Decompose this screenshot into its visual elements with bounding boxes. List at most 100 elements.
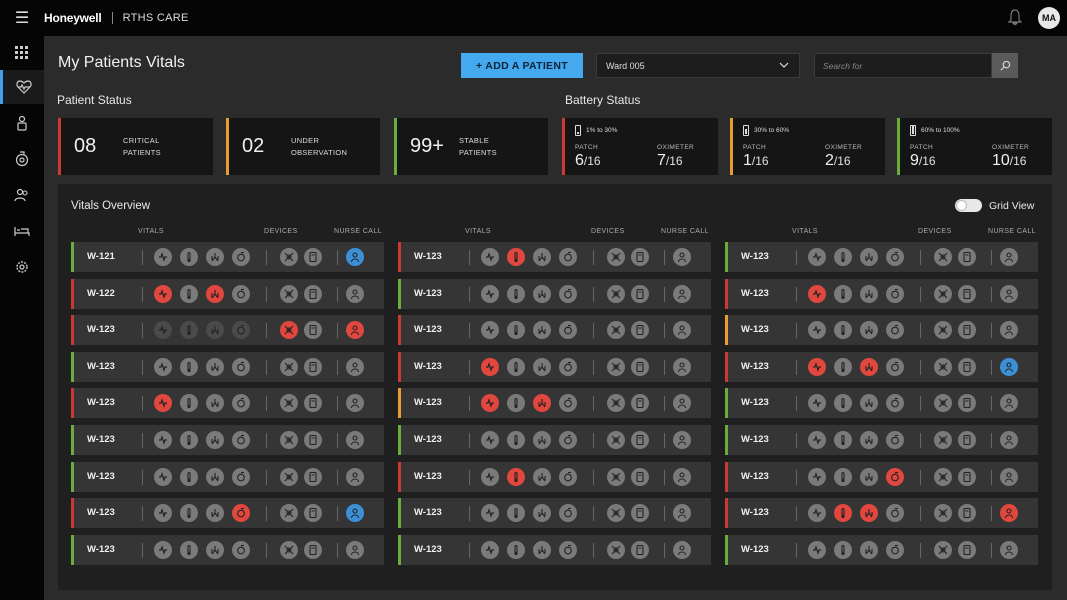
patient-row[interactable]: W-123: [725, 242, 1038, 272]
thermometer-icon[interactable]: [507, 431, 525, 449]
thermometer-icon[interactable]: [180, 431, 198, 449]
nurse-call-icon[interactable]: [346, 358, 364, 376]
patient-row[interactable]: W-123: [71, 462, 384, 492]
blood-pressure-icon[interactable]: [232, 541, 250, 559]
patient-row[interactable]: W-123: [725, 352, 1038, 382]
heart-rate-icon[interactable]: [154, 321, 172, 339]
patch-device-icon[interactable]: [607, 468, 625, 486]
patch-device-icon[interactable]: [934, 358, 952, 376]
oximeter-device-icon[interactable]: [631, 394, 649, 412]
nurse-call-icon[interactable]: [673, 285, 691, 303]
patch-device-icon[interactable]: [934, 504, 952, 522]
ward-select[interactable]: Ward 005: [596, 53, 800, 78]
nurse-call-icon[interactable]: [346, 248, 364, 266]
oximeter-device-icon[interactable]: [958, 285, 976, 303]
blood-pressure-icon[interactable]: [886, 431, 904, 449]
add-patient-button[interactable]: + ADD A PATIENT: [461, 53, 583, 78]
thermometer-icon[interactable]: [834, 358, 852, 376]
heart-rate-icon[interactable]: [808, 541, 826, 559]
heart-rate-icon[interactable]: [808, 431, 826, 449]
nurse-call-icon[interactable]: [346, 394, 364, 412]
heart-rate-icon[interactable]: [154, 248, 172, 266]
thermometer-icon[interactable]: [834, 468, 852, 486]
bell-icon[interactable]: [1007, 9, 1023, 26]
grid-view-toggle[interactable]: [955, 199, 982, 212]
patch-device-icon[interactable]: [607, 504, 625, 522]
patient-row[interactable]: W-123: [725, 315, 1038, 345]
lungs-icon[interactable]: [860, 321, 878, 339]
blood-pressure-icon[interactable]: [886, 248, 904, 266]
lungs-icon[interactable]: [860, 248, 878, 266]
patch-device-icon[interactable]: [934, 541, 952, 559]
patch-device-icon[interactable]: [934, 468, 952, 486]
blood-pressure-icon[interactable]: [886, 504, 904, 522]
thermometer-icon[interactable]: [180, 468, 198, 486]
patient-row[interactable]: W-122: [71, 279, 384, 309]
nurse-call-icon[interactable]: [673, 248, 691, 266]
heart-rate-icon[interactable]: [154, 541, 172, 559]
heart-rate-icon[interactable]: [481, 285, 499, 303]
sidebar-item-staff[interactable]: [0, 178, 44, 212]
lungs-icon[interactable]: [533, 358, 551, 376]
nurse-call-icon[interactable]: [1000, 285, 1018, 303]
patch-device-icon[interactable]: [607, 358, 625, 376]
lungs-icon[interactable]: [206, 321, 224, 339]
blood-pressure-icon[interactable]: [232, 394, 250, 412]
blood-pressure-icon[interactable]: [559, 394, 577, 412]
nurse-call-icon[interactable]: [346, 431, 364, 449]
oximeter-device-icon[interactable]: [958, 358, 976, 376]
nurse-call-icon[interactable]: [346, 321, 364, 339]
heart-rate-icon[interactable]: [481, 394, 499, 412]
thermometer-icon[interactable]: [507, 248, 525, 266]
lungs-icon[interactable]: [860, 468, 878, 486]
patch-device-icon[interactable]: [607, 285, 625, 303]
patient-row[interactable]: W-123: [398, 462, 711, 492]
oximeter-device-icon[interactable]: [958, 504, 976, 522]
thermometer-icon[interactable]: [180, 358, 198, 376]
lungs-icon[interactable]: [533, 541, 551, 559]
blood-pressure-icon[interactable]: [559, 358, 577, 376]
blood-pressure-icon[interactable]: [559, 285, 577, 303]
blood-pressure-icon[interactable]: [232, 248, 250, 266]
oximeter-device-icon[interactable]: [631, 248, 649, 266]
patient-row[interactable]: W-123: [71, 315, 384, 345]
patient-row[interactable]: W-123: [398, 388, 711, 418]
lungs-icon[interactable]: [533, 468, 551, 486]
search-input[interactable]: Search for: [814, 53, 992, 78]
thermometer-icon[interactable]: [834, 504, 852, 522]
patch-device-icon[interactable]: [607, 431, 625, 449]
user-avatar[interactable]: MA: [1038, 7, 1060, 29]
nurse-call-icon[interactable]: [673, 468, 691, 486]
patch-device-icon[interactable]: [607, 394, 625, 412]
oximeter-device-icon[interactable]: [304, 504, 322, 522]
thermometer-icon[interactable]: [507, 358, 525, 376]
thermometer-icon[interactable]: [180, 541, 198, 559]
patch-device-icon[interactable]: [280, 358, 298, 376]
sidebar-item-beds[interactable]: [0, 214, 44, 248]
sidebar-item-patients[interactable]: [0, 106, 44, 140]
heart-rate-icon[interactable]: [808, 248, 826, 266]
oximeter-device-icon[interactable]: [958, 248, 976, 266]
heart-rate-icon[interactable]: [154, 285, 172, 303]
patient-row[interactable]: W-123: [398, 315, 711, 345]
thermometer-icon[interactable]: [507, 541, 525, 559]
nurse-call-icon[interactable]: [1000, 504, 1018, 522]
lungs-icon[interactable]: [860, 431, 878, 449]
blood-pressure-icon[interactable]: [886, 468, 904, 486]
heart-rate-icon[interactable]: [481, 468, 499, 486]
nurse-call-icon[interactable]: [1000, 468, 1018, 486]
thermometer-icon[interactable]: [507, 321, 525, 339]
blood-pressure-icon[interactable]: [886, 541, 904, 559]
lungs-icon[interactable]: [533, 285, 551, 303]
patch-device-icon[interactable]: [934, 431, 952, 449]
thermometer-icon[interactable]: [834, 431, 852, 449]
patient-row[interactable]: W-123: [725, 498, 1038, 528]
nurse-call-icon[interactable]: [673, 394, 691, 412]
lungs-icon[interactable]: [533, 248, 551, 266]
lungs-icon[interactable]: [533, 431, 551, 449]
heart-rate-icon[interactable]: [481, 504, 499, 522]
sidebar-item-devices[interactable]: [0, 142, 44, 176]
hamburger-icon[interactable]: ☰: [14, 10, 30, 27]
patient-row[interactable]: W-123: [398, 425, 711, 455]
heart-rate-icon[interactable]: [481, 358, 499, 376]
